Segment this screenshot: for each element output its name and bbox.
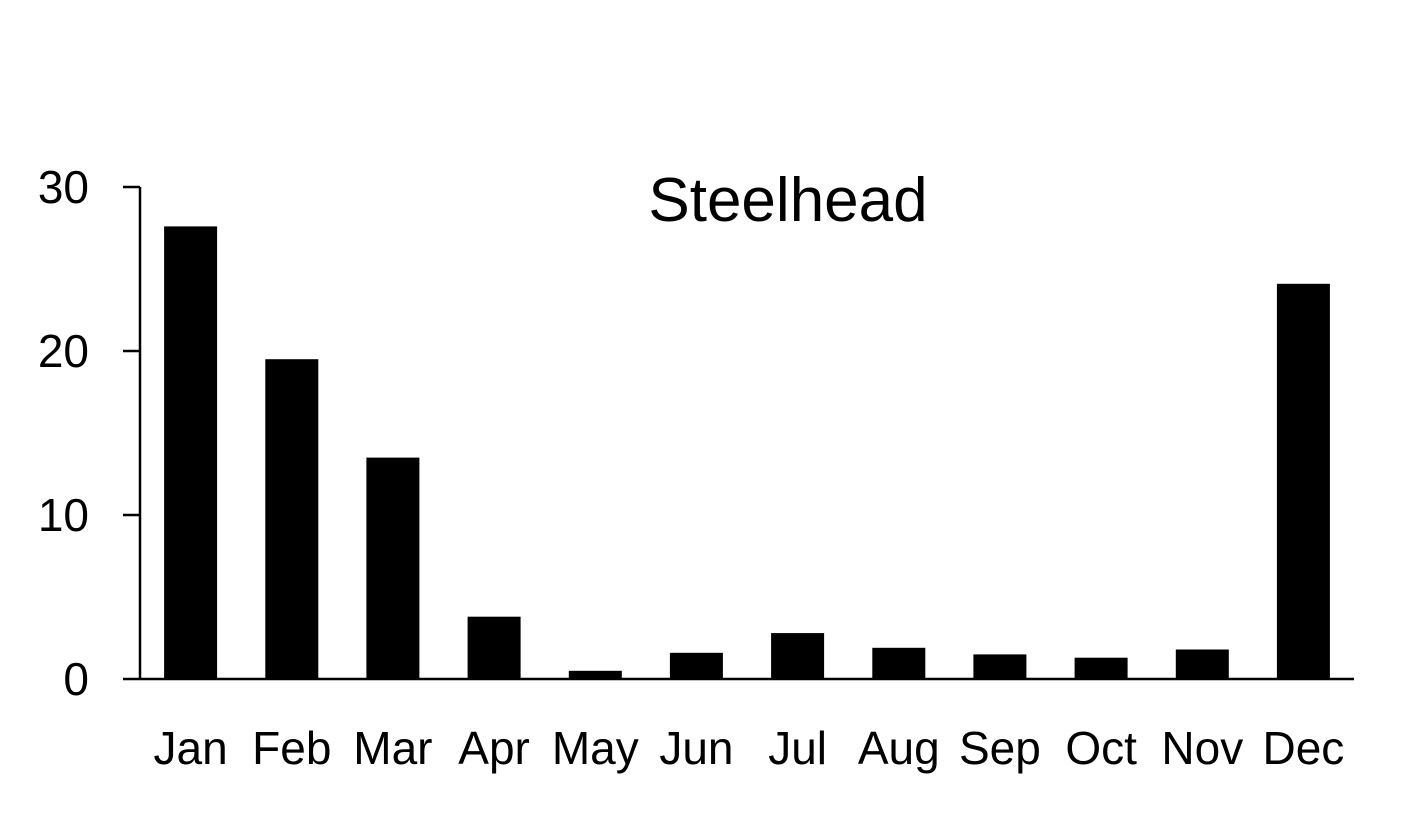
bars-group <box>164 226 1330 679</box>
bar-jan <box>164 226 218 679</box>
x-tick-label-oct: Oct <box>1065 722 1137 774</box>
bar-apr <box>467 616 521 679</box>
bar-jun <box>669 652 723 679</box>
x-tick-label-jan: Jan <box>154 722 228 774</box>
y-tick-label: 30 <box>38 161 89 213</box>
bar-oct <box>1074 657 1128 679</box>
bar-may <box>568 670 622 679</box>
x-tick-label-aug: Aug <box>858 722 940 774</box>
bar-aug <box>872 647 926 679</box>
x-tick-label-may: May <box>552 722 639 774</box>
bar-dec <box>1276 283 1330 679</box>
bar-nov <box>1175 649 1229 679</box>
axes-group <box>123 187 1354 681</box>
y-tick-label: 0 <box>63 653 89 705</box>
bar-sep <box>973 654 1027 679</box>
y-tick-label: 10 <box>38 489 89 541</box>
x-tick-label-sep: Sep <box>959 722 1041 774</box>
bar-jul <box>771 633 825 679</box>
x-labels-group: Jan Feb Mar Apr May Jun Jul Aug Sep Oct Nov Dec <box>154 722 1345 774</box>
x-tick-label-jul: Jul <box>768 722 827 774</box>
y-ticks-group: 0 10 20 30 <box>38 161 140 705</box>
x-tick-label-mar: Mar <box>353 722 432 774</box>
x-tick-label-nov: Nov <box>1161 722 1243 774</box>
x-tick-label-jun: Jun <box>659 722 733 774</box>
bar-mar <box>366 457 420 679</box>
x-tick-label-dec: Dec <box>1262 722 1344 774</box>
x-tick-label-feb: Feb <box>252 722 331 774</box>
x-tick-label-apr: Apr <box>458 722 530 774</box>
chart-title: Steelhead <box>648 166 927 235</box>
bar-feb <box>265 359 319 679</box>
y-tick-label: 20 <box>38 325 89 377</box>
